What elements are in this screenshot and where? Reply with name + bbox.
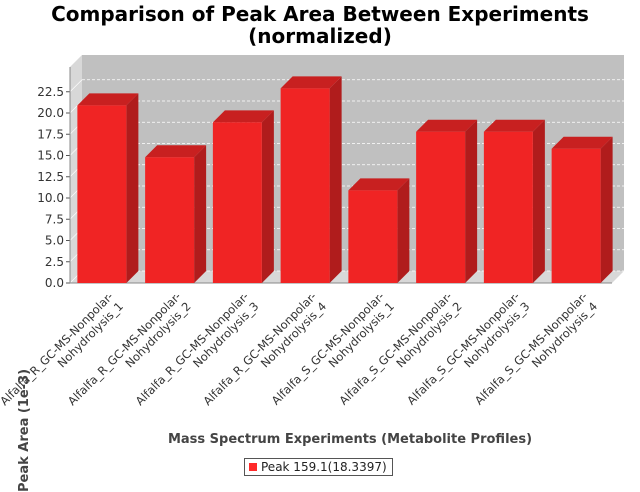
x-tick-label: Alfalfa_S_GC-MS-Nonpolar-Nohydrolysis_2 [336,289,464,417]
legend-label: Peak 159.1(18.3397) [261,460,387,474]
legend: Peak 159.1(18.3397) [244,458,393,476]
bar-side [465,119,478,283]
y-tick-label: 15.0 [37,149,64,163]
bar-top [145,145,207,158]
y-tick-label: 20.0 [37,106,64,120]
y-axis-label: Peak Area (1e-3) [17,368,32,492]
bar [280,88,330,283]
bar [145,157,195,283]
chart: Comparison of Peak Area Between Experime… [0,2,624,492]
bar-side [126,93,139,283]
gridline-side [69,79,83,92]
bar [212,122,262,283]
bar-side [532,119,545,283]
x-tick-label: Alfalfa_R_GC-MS-Nonpolar-Nohydrolysis_3 [133,289,262,418]
bar-side [329,76,342,283]
y-tick-label: 10.0 [37,191,64,205]
bar [77,105,127,283]
bar [416,131,466,283]
y-tick-label: 7.5 [45,212,64,226]
bar-top [348,178,410,191]
bar-side [261,110,274,283]
bar-side [600,136,613,283]
x-tick-label: Alfalfa_S_GC-MS-Nonpolar-Nohydrolysis_4 [472,289,600,417]
bar-side [397,178,410,283]
y-tick-label: 12.5 [37,170,64,184]
bar-top [77,93,139,106]
y-tick-label: 17.5 [37,127,64,141]
y-tick-label: 0.0 [45,276,64,290]
bar [551,148,601,283]
x-axis-label: Mass Spectrum Experiments (Metabolite Pr… [167,432,533,447]
x-tick-label: Alfalfa_S_GC-MS-Nonpolar-Nohydrolysis_3 [404,289,532,417]
chart-subtitle: (normalized) [248,24,392,48]
bar-top [483,119,545,132]
x-tick-label: Alfalfa_R_GC-MS-Nonpolar-Nohydrolysis_4 [200,289,329,418]
plot-area: 0.0 2.5 5.0 7.5 10.0 12.5 15.0 17.5 20.0 22.5 Alfa… [0,55,624,418]
bar-top [212,110,274,123]
x-tick-label: Alfalfa_R_GC-MS-Nonpolar-Nohydrolysis_2 [65,289,194,418]
bar [348,190,398,283]
bar-side [194,145,207,283]
bar-top [280,76,342,89]
chart-title: Comparison of Peak Area Between Experime… [51,2,589,26]
y-tick-label: 22.5 [37,85,64,99]
bar-top [551,136,613,149]
bar [483,131,533,283]
bar-top [416,119,478,132]
y-tick-label: 2.5 [45,255,64,269]
x-tick-label: Alfalfa_S_GC-MS-Nonpolar-Nohydrolysis_1 [269,289,397,417]
legend-swatch [249,463,257,471]
y-tick-label: 5.0 [45,234,64,248]
